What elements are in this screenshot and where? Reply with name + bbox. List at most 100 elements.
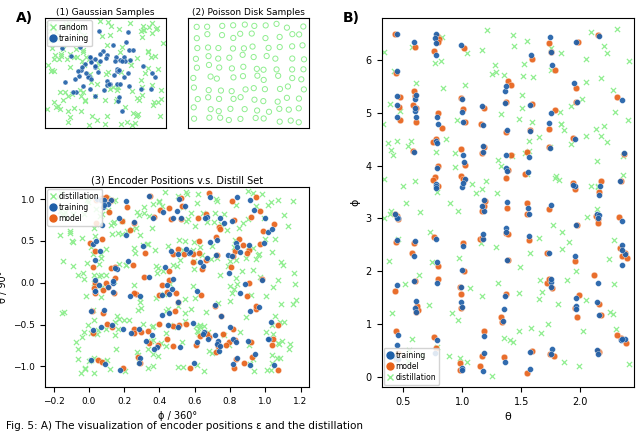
- Point: [112, 265, 122, 272]
- Point: [523, 204, 533, 211]
- Point: [458, 109, 468, 116]
- Point: [571, 222, 581, 229]
- Point: [410, 108, 420, 115]
- Point: [85, 239, 95, 247]
- Point: [153, 352, 163, 360]
- Point: [143, 49, 153, 56]
- Point: [231, 338, 241, 345]
- Point: [175, 344, 185, 351]
- Legend: training, model, distillation: training, model, distillation: [384, 348, 439, 385]
- Point: [269, 221, 279, 228]
- Point: [91, 238, 101, 245]
- Point: [97, 222, 108, 229]
- Point: [431, 181, 442, 188]
- Point: [168, 276, 179, 283]
- Point: [168, 261, 178, 268]
- Point: [147, 362, 157, 369]
- Point: [593, 348, 603, 355]
- Point: [607, 86, 618, 93]
- Point: [122, 118, 132, 125]
- Point: [404, 347, 414, 354]
- Point: [609, 280, 620, 287]
- Point: [204, 87, 214, 94]
- Point: [95, 197, 106, 204]
- Point: [554, 108, 564, 115]
- Point: [88, 284, 99, 291]
- Point: [195, 324, 205, 331]
- Point: [110, 57, 120, 64]
- Point: [74, 27, 84, 34]
- Point: [115, 49, 125, 56]
- Point: [403, 357, 413, 364]
- Point: [185, 364, 195, 371]
- Point: [168, 214, 178, 222]
- Point: [55, 231, 65, 239]
- Point: [49, 98, 60, 105]
- Point: [104, 81, 115, 88]
- Point: [71, 45, 81, 53]
- Point: [127, 88, 138, 95]
- Point: [174, 236, 184, 243]
- Point: [129, 282, 140, 289]
- Point: [109, 72, 119, 79]
- Point: [238, 219, 248, 227]
- Point: [132, 307, 143, 314]
- Point: [138, 27, 148, 34]
- Point: [131, 224, 141, 231]
- Point: [411, 308, 421, 316]
- Point: [151, 25, 161, 32]
- Point: [495, 110, 506, 117]
- Point: [254, 250, 264, 257]
- Point: [125, 227, 135, 234]
- Point: [593, 215, 603, 222]
- Point: [267, 322, 277, 329]
- Point: [544, 276, 554, 283]
- Point: [612, 331, 622, 338]
- Point: [237, 51, 248, 58]
- Point: [88, 241, 99, 248]
- Title: (2) Poisson Disk Samples: (2) Poisson Disk Samples: [192, 8, 305, 17]
- Point: [259, 77, 269, 84]
- Point: [271, 66, 282, 73]
- Point: [108, 219, 118, 227]
- Point: [545, 143, 555, 150]
- Point: [543, 250, 554, 257]
- Point: [143, 365, 153, 372]
- Point: [180, 310, 190, 317]
- Point: [195, 322, 205, 329]
- Point: [525, 365, 535, 372]
- Point: [503, 167, 513, 174]
- Point: [105, 366, 115, 373]
- Point: [570, 258, 580, 265]
- Point: [145, 192, 156, 199]
- Point: [192, 44, 202, 52]
- Point: [413, 306, 423, 313]
- Point: [564, 239, 575, 246]
- Point: [57, 44, 67, 52]
- Point: [522, 210, 532, 217]
- Point: [193, 214, 203, 221]
- Point: [90, 277, 100, 284]
- Point: [546, 350, 556, 357]
- Point: [591, 126, 602, 133]
- Point: [195, 259, 205, 266]
- Point: [113, 26, 124, 33]
- Point: [524, 138, 534, 145]
- Point: [478, 367, 488, 374]
- Point: [188, 259, 198, 266]
- Point: [93, 281, 104, 288]
- Point: [578, 327, 588, 334]
- Point: [205, 105, 216, 113]
- Point: [184, 250, 195, 257]
- Point: [452, 207, 463, 214]
- Point: [168, 342, 178, 349]
- Point: [493, 279, 503, 287]
- Point: [383, 139, 394, 146]
- Point: [80, 60, 90, 67]
- Point: [105, 32, 115, 39]
- Point: [544, 125, 554, 132]
- Point: [110, 197, 120, 204]
- Point: [392, 30, 403, 37]
- Point: [594, 300, 604, 307]
- Point: [212, 75, 222, 82]
